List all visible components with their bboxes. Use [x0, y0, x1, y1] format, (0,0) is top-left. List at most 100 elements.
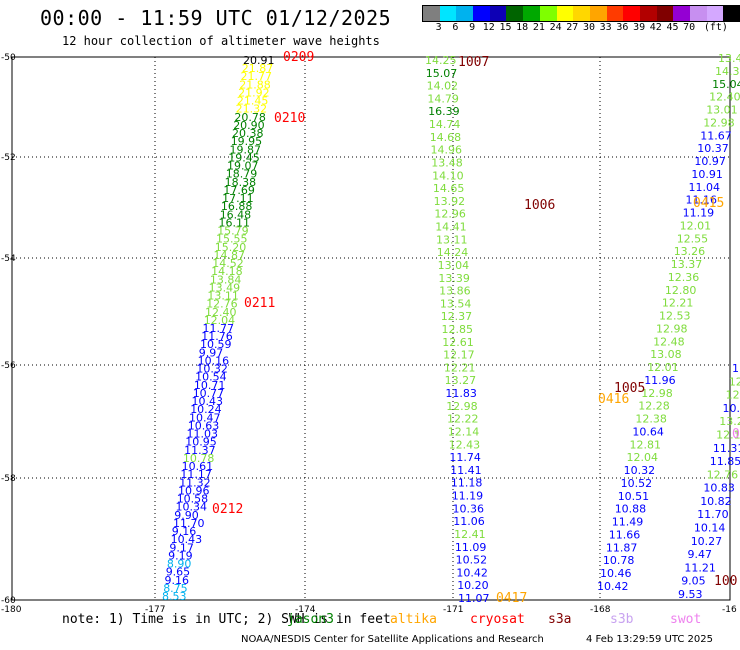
wave-height-label: 20.91 — [243, 54, 275, 67]
wave-height-label: 12.98 — [656, 322, 688, 335]
color-scale-swatch — [706, 6, 724, 21]
wave-height-label: 11.66 — [609, 529, 641, 542]
wave-height-label: 10.83 — [703, 482, 735, 495]
wave-height-label: 14.74 — [429, 118, 461, 131]
wave-height-label: 9.17 — [169, 541, 194, 554]
color-scale-swatch — [589, 6, 607, 21]
wave-height-label: 11.16 — [686, 194, 718, 207]
wave-height-label: 12.04 — [627, 451, 659, 464]
wave-height-label: 15.55 — [216, 233, 248, 246]
wave-height-label: 18.38 — [225, 176, 257, 189]
wave-height-label: 10.37 — [697, 142, 729, 155]
wave-height-label: 16.39 — [428, 105, 460, 118]
pass-time-label: 0211 — [244, 296, 275, 311]
wave-height-label: 13.01 — [706, 104, 738, 117]
wave-height-label: 11.70 — [697, 508, 729, 521]
color-scale-label: 24 — [549, 22, 562, 33]
wave-height-label: 9.90 — [174, 509, 199, 522]
wave-height-label: 10.95 — [185, 436, 217, 449]
wave-height-label: 10.36 — [453, 502, 485, 515]
wave-height-label: 13.11 — [207, 290, 239, 303]
wave-height-label: 11.49 — [612, 516, 644, 529]
wave-height-label: 11.41 — [450, 464, 482, 477]
pass-time-label: 0416 — [598, 392, 629, 407]
color-scale-label: 21 — [532, 22, 545, 33]
wave-height-label: 16.11 — [219, 216, 251, 229]
wave-height-label: 13.46 — [718, 52, 740, 65]
wave-height-label: 10.54 — [195, 371, 227, 384]
color-scale-swatch — [606, 6, 624, 21]
wave-height-label: 14.02 — [427, 80, 459, 93]
wave-height-label: 12.10 — [716, 429, 740, 442]
generated-timestamp: 4 Feb 13:29:59 UTC 2025 — [586, 634, 713, 645]
wave-height-label: 14.79 — [427, 92, 459, 105]
pass-time-label: 0209 — [283, 50, 314, 65]
color-scale-swatch — [473, 6, 490, 21]
color-scale-label: 70 — [683, 22, 696, 33]
wave-height-label: 11.96 — [644, 374, 676, 387]
lon-tick-label: -180 — [1, 605, 22, 615]
wave-height-label: 11.21 — [684, 561, 716, 574]
wave-height-label: 11.06 — [453, 515, 485, 528]
lon-tick-label: -168 — [590, 605, 611, 615]
wave-height-label: 10.51 — [618, 490, 650, 503]
wave-height-label: 10.42 — [456, 566, 488, 579]
wave-height-label: 10.34 — [176, 501, 208, 514]
wave-height-label: 12.38 — [635, 413, 667, 426]
wave-height-label: 19.45 — [228, 152, 259, 165]
wave-height-label: 12.41 — [454, 528, 486, 541]
lon-tick-label: -16 — [722, 605, 737, 615]
wave-height-label: 12.17 — [443, 349, 475, 362]
color-scale-label: 15 — [499, 22, 512, 33]
wave-height-label: 9.16 — [165, 574, 190, 587]
legend-item-altika: altika — [390, 612, 437, 627]
wave-height-label: 12.21 — [662, 297, 694, 310]
legend-item-swot: swot — [670, 612, 702, 627]
wave-height-label: 12.43 — [449, 438, 481, 451]
wave-height-label: 10.32 — [624, 464, 656, 477]
wave-height-label: 19.07 — [227, 160, 259, 173]
wave-height-label: 11.31 — [713, 442, 740, 455]
wave-height-label: 10.43 — [192, 395, 224, 408]
color-scale-label: 36 — [616, 22, 629, 33]
wave-height-label: 13.08 — [650, 348, 682, 361]
wave-height-label: 11.04 — [689, 181, 721, 194]
color-scale-label: 42 — [649, 22, 662, 33]
wave-height-label: 11.67 — [700, 129, 732, 142]
wave-height-label: 19.95 — [231, 135, 263, 148]
wave-height-label: 10.71 — [194, 379, 226, 392]
wave-height-label: 9.65 — [166, 566, 191, 579]
color-scale-label: 12 — [482, 22, 495, 33]
wave-height-label: 1 — [732, 362, 739, 375]
color-scale-swatch — [489, 6, 507, 21]
color-scale-swatch — [506, 6, 524, 21]
wave-height-label: 10.82 — [700, 495, 732, 508]
wave-height-label: 11.07 — [458, 592, 490, 605]
lat-tick-label: -56 — [1, 361, 16, 371]
page-subtitle: 12 hour collection of altimeter wave hei… — [62, 34, 380, 48]
wave-height-label: 10.77 — [193, 387, 225, 400]
wave-height-label: 15.04 — [712, 78, 740, 91]
wave-height-label: 14.18 — [211, 265, 243, 278]
color-scale-label: 18 — [516, 22, 529, 33]
wave-height-label: 10.52 — [456, 554, 488, 567]
wave-height-label: 10.88 — [615, 503, 647, 516]
wave-height-label: 10.24 — [190, 403, 222, 416]
color-scale-swatch — [439, 6, 457, 21]
wave-height-label: 13.26 — [674, 245, 706, 258]
wave-height-label: 12.55 — [677, 232, 709, 245]
wave-height-label: 11.87 — [606, 541, 638, 554]
wave-height-label: 13.11 — [436, 233, 468, 246]
wave-height-label: 16.88 — [221, 200, 253, 213]
wave-height-label: 12.85 — [442, 323, 474, 336]
color-scale-swatch — [673, 6, 690, 21]
wave-height-label: 11.03 — [187, 428, 219, 441]
wave-height-label: 11.76 — [201, 330, 233, 343]
wave-height-label: 11.18 — [451, 477, 483, 490]
color-scale-label: 30 — [582, 22, 596, 33]
wave-height-label: 14.25 — [425, 54, 457, 67]
wave-height-label: 12.80 — [665, 284, 697, 297]
color-scale-swatch — [723, 6, 740, 21]
legend-item-s3a: s3a — [548, 612, 572, 627]
